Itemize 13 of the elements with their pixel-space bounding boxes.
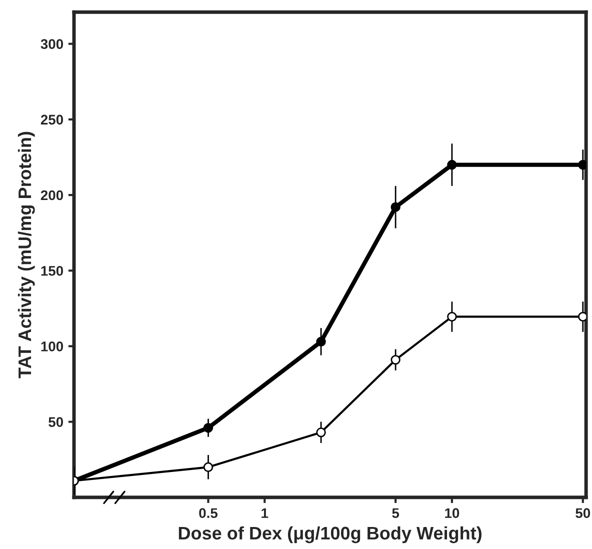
y-tick-label: 300 [40,39,64,50]
x-axis-title: Dose of Dex (μg/100g Body Weight) [178,526,482,544]
x-tick-label: 5 [392,508,400,518]
y-tick-label: 200 [40,190,64,200]
x-tick-label: 50 [576,508,590,518]
x-tick-label: 1 [262,508,268,518]
y-tick-label: 150 [41,266,64,276]
y-tick-label: 50 [48,417,64,427]
y-axis-title: TAT Activity (mU/mg Protein) [18,132,35,378]
x-tick-label: 10 [445,508,460,518]
x-tick-label: 0.5 [199,508,218,518]
y-tick-label: 100 [41,342,64,352]
y-tick-label: 250 [40,114,64,125]
